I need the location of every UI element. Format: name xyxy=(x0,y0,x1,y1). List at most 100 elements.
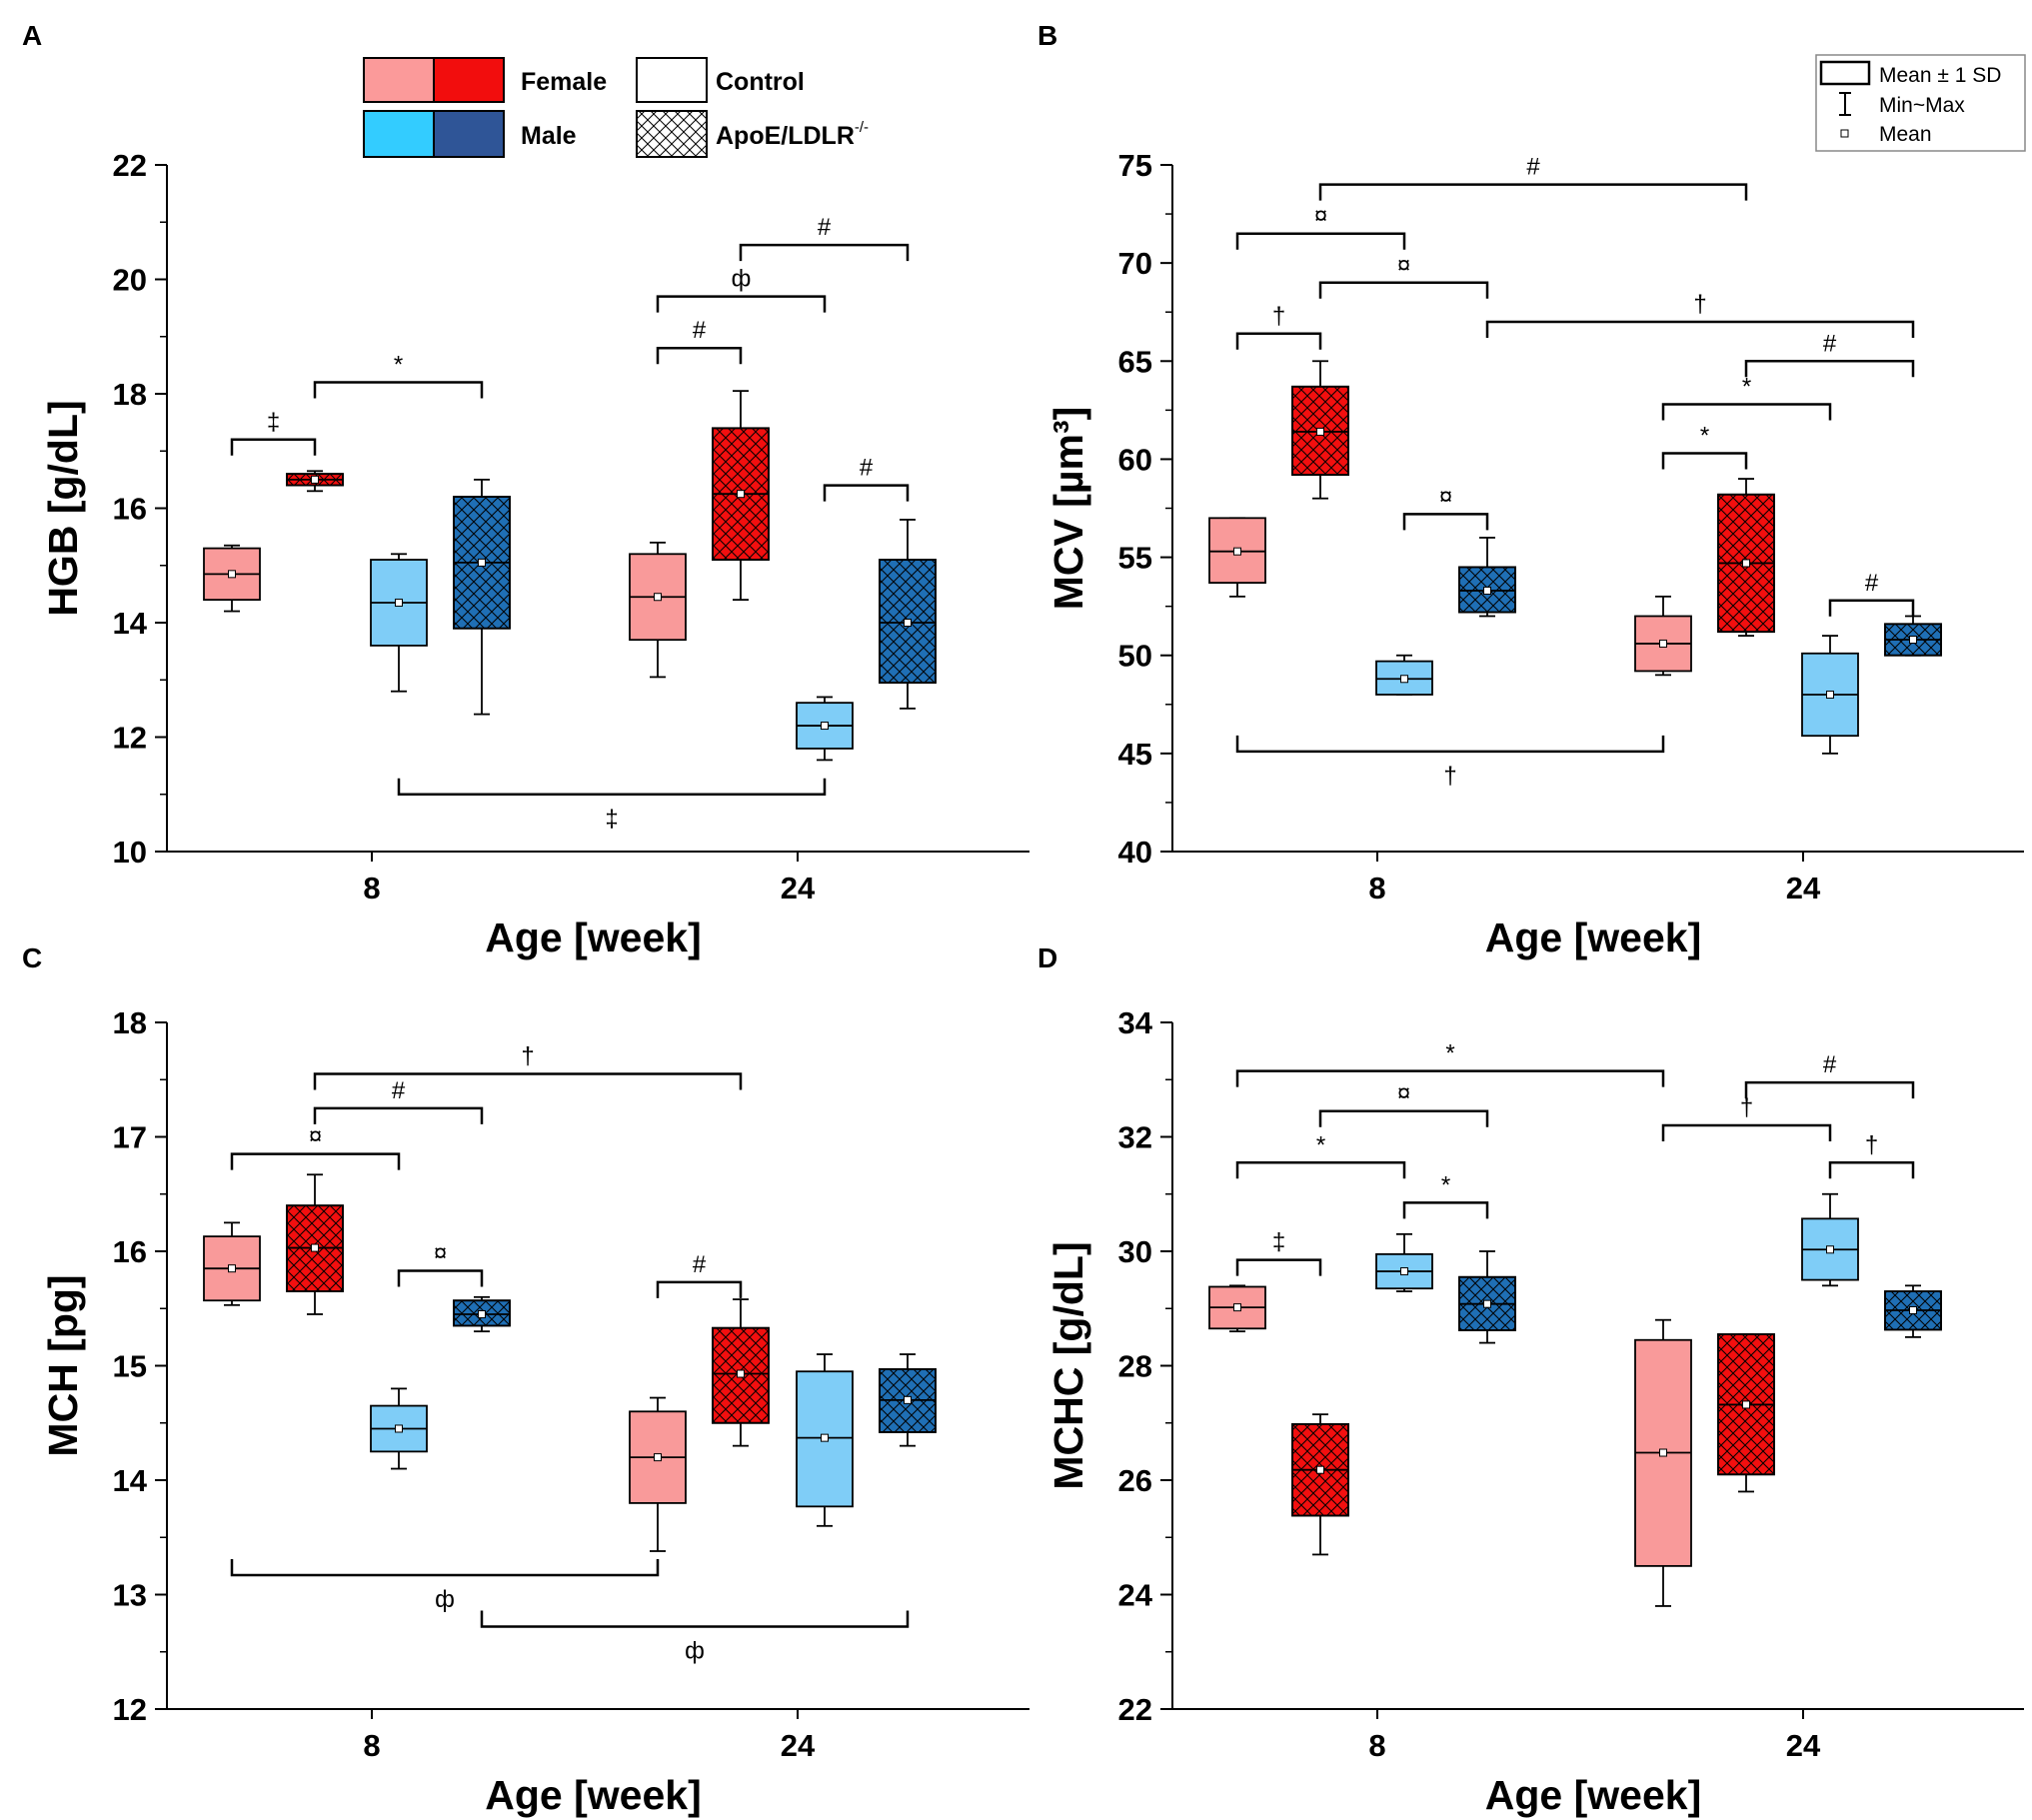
mean-marker xyxy=(478,1309,486,1318)
bracket-label: # xyxy=(693,317,707,344)
y-tick-label: 34 xyxy=(1118,1005,1153,1040)
panel-label: B xyxy=(1037,20,1057,51)
significance-bracket: ‡ xyxy=(230,409,317,456)
bracket-line xyxy=(230,438,317,456)
box-wk24-0 xyxy=(629,1396,687,1552)
bracket-label: † xyxy=(1272,303,1285,330)
x-tick-label: 8 xyxy=(1368,871,1385,906)
significance-bracket: * xyxy=(313,352,484,399)
bracket-label: † xyxy=(1693,291,1706,318)
bracket-label: # xyxy=(1865,570,1879,597)
significance-bracket: ¤ xyxy=(1318,252,1489,299)
bracket-line xyxy=(230,1559,660,1577)
mean-marker xyxy=(1400,675,1408,684)
y-tick-label: 50 xyxy=(1118,639,1152,674)
y-tick-label: 28 xyxy=(1118,1349,1152,1384)
box-wk24-3 xyxy=(1884,1284,1942,1338)
bracket-label: # xyxy=(1823,1051,1837,1078)
box-wk8-0 xyxy=(1208,1284,1266,1333)
mean-marker xyxy=(654,593,662,602)
significance-bracket: ф xyxy=(230,1559,660,1613)
significance-bracket: ¤ xyxy=(397,1239,484,1287)
bracket-line xyxy=(1661,403,1832,421)
bracket-line xyxy=(1661,452,1748,470)
significance-bracket: # xyxy=(1744,330,1915,378)
bracket-label: ‡ xyxy=(267,409,280,436)
box-wk8-3 xyxy=(453,478,511,716)
y-tick-label: 14 xyxy=(113,606,148,641)
significance-bracket: # xyxy=(656,1251,743,1298)
bracket-label: * xyxy=(1441,1171,1450,1198)
significance-bracket: ф xyxy=(656,266,827,313)
box-wk24-1 xyxy=(1717,1333,1775,1493)
stats-legend-whisker-icon xyxy=(1839,92,1851,116)
mean-marker xyxy=(1483,586,1491,595)
bracket-label: # xyxy=(1823,330,1837,357)
bracket-label: * xyxy=(394,352,403,379)
x-tick-label: 24 xyxy=(1786,1728,1821,1763)
panel-label: C xyxy=(22,942,42,973)
y-tick-label: 22 xyxy=(1118,1692,1152,1727)
significance-bracket: * xyxy=(1661,373,1832,421)
y-tick-label: 70 xyxy=(1118,246,1152,281)
legend-swatch-female-apoe xyxy=(433,57,505,103)
box-wk24-2 xyxy=(1801,635,1859,755)
mean-marker xyxy=(904,619,912,627)
mean-marker xyxy=(821,1433,829,1442)
bracket-line xyxy=(1235,1069,1665,1087)
bracket-label: † xyxy=(521,1043,534,1070)
box-wk24-2 xyxy=(1801,1192,1859,1287)
panel-label: D xyxy=(1037,942,1057,973)
x-axis-title: Age [week] xyxy=(485,1772,701,1818)
legend-label-male: Male xyxy=(521,122,577,150)
bracket-line xyxy=(1235,1258,1322,1276)
y-tick-label: 13 xyxy=(113,1578,147,1613)
mean-marker xyxy=(1909,1305,1917,1314)
bracket-line xyxy=(1235,332,1322,350)
bracket-line xyxy=(1828,599,1915,617)
x-tick-label: 24 xyxy=(1786,871,1821,906)
significance-bracket: ф xyxy=(480,1610,910,1665)
chart-panel-d: D 22 24 26 28 30 32 34 8 24 Age [week] MCHC [g/dL] *… xyxy=(1037,942,2024,1818)
bracket-line xyxy=(230,1152,401,1170)
significance-bracket: # xyxy=(739,214,910,262)
significance-bracket: # xyxy=(1828,570,1915,617)
bracket-line xyxy=(1235,1161,1406,1179)
chart-panel-a: A 10 12 14 16 18 20 22 8 24 Age [week] HGB [g/dL] ‡ *… xyxy=(22,20,1029,960)
box-wk8-3 xyxy=(453,1295,511,1333)
mean-marker xyxy=(1826,690,1834,699)
significance-bracket: ¤ xyxy=(1235,203,1406,250)
mean-marker xyxy=(1742,1400,1750,1409)
box-wk24-2 xyxy=(796,696,854,762)
mean-marker xyxy=(1742,559,1750,568)
mean-marker xyxy=(311,1243,319,1252)
y-tick-label: 17 xyxy=(113,1120,147,1155)
box-wk8-3 xyxy=(1458,1250,1516,1344)
bracket-label: † xyxy=(1740,1094,1753,1121)
mean-marker xyxy=(228,1264,236,1273)
legend-swatch-male-apoe xyxy=(433,110,505,158)
box-wk24-3 xyxy=(879,1353,937,1447)
bracket-line xyxy=(313,381,484,399)
stats-legend-whisker-label: Min~Max xyxy=(1879,94,1965,117)
bracket-line xyxy=(656,1280,743,1298)
bracket-label: ¤ xyxy=(1397,1080,1410,1107)
box-wk8-0 xyxy=(203,1221,261,1306)
significance-bracket: ‡ xyxy=(1235,1229,1322,1276)
mean-marker xyxy=(395,1424,403,1433)
significance-bracket: * xyxy=(1235,1040,1665,1087)
bracket-line xyxy=(480,1610,910,1628)
box-wk8-3 xyxy=(1458,537,1516,618)
significance-bracket: ¤ xyxy=(230,1123,401,1170)
y-tick-label: 75 xyxy=(1118,148,1152,183)
y-tick-label: 16 xyxy=(113,1234,147,1269)
y-tick-label: 18 xyxy=(113,377,147,412)
bracket-label: ¤ xyxy=(309,1123,322,1150)
x-axis-title: Age [week] xyxy=(1485,1772,1701,1818)
significance-bracket: # xyxy=(823,455,910,502)
box-wk8-2 xyxy=(1375,1232,1433,1292)
bracket-line xyxy=(1744,360,1915,378)
box-wk24-0 xyxy=(629,541,687,679)
bracket-line xyxy=(656,346,743,365)
bracket-label: ¤ xyxy=(1397,252,1410,279)
